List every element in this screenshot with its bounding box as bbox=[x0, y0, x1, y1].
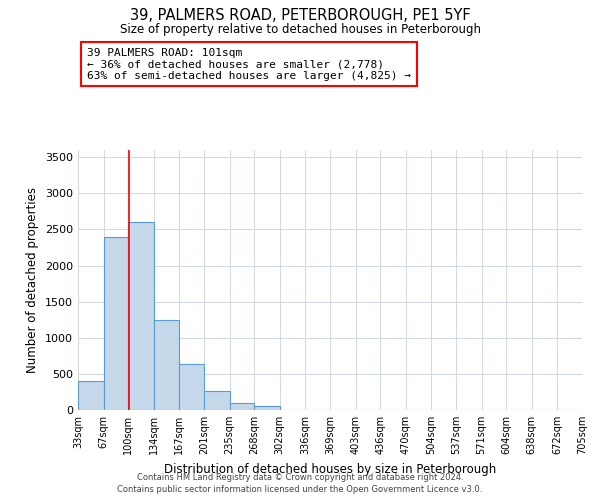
Text: Contains public sector information licensed under the Open Government Licence v3: Contains public sector information licen… bbox=[118, 485, 482, 494]
Y-axis label: Number of detached properties: Number of detached properties bbox=[26, 187, 40, 373]
X-axis label: Distribution of detached houses by size in Peterborough: Distribution of detached houses by size … bbox=[164, 462, 496, 475]
Bar bbox=[254, 406, 280, 410]
Bar bbox=[179, 364, 204, 410]
Bar bbox=[104, 236, 128, 410]
Text: Contains HM Land Registry data © Crown copyright and database right 2024.: Contains HM Land Registry data © Crown c… bbox=[137, 472, 463, 482]
Bar bbox=[154, 320, 179, 410]
Text: 39, PALMERS ROAD, PETERBOROUGH, PE1 5YF: 39, PALMERS ROAD, PETERBOROUGH, PE1 5YF bbox=[130, 8, 470, 22]
Bar bbox=[229, 403, 254, 410]
Bar bbox=[204, 391, 229, 410]
Text: 39 PALMERS ROAD: 101sqm
← 36% of detached houses are smaller (2,778)
63% of semi: 39 PALMERS ROAD: 101sqm ← 36% of detache… bbox=[87, 48, 411, 80]
Text: Size of property relative to detached houses in Peterborough: Size of property relative to detached ho… bbox=[119, 22, 481, 36]
Bar bbox=[128, 222, 154, 410]
Bar bbox=[78, 381, 104, 410]
